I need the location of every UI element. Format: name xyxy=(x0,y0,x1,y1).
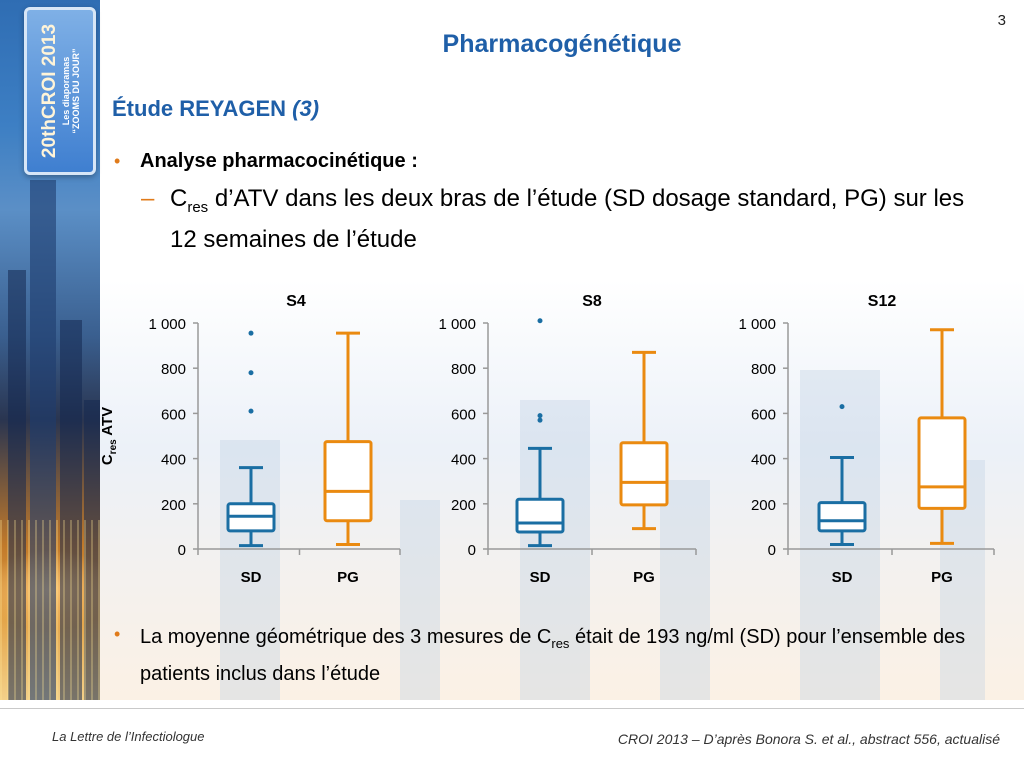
y-tick-label: 600 xyxy=(451,406,476,423)
outlier-point-sd xyxy=(248,408,254,414)
chart-title: S8 xyxy=(582,293,602,310)
y-tick-label: 400 xyxy=(751,452,776,469)
y-tick-label: 0 xyxy=(768,542,776,559)
chart-title: S12 xyxy=(868,293,897,310)
y-axis-label-rest: ATV xyxy=(99,407,116,440)
croi-2013-logo: 20thCROI 2013 Les diaporamas “ZOOMS DU J… xyxy=(24,7,96,175)
x-category-label: SD xyxy=(241,569,262,586)
y-axis-label: Cres ATV xyxy=(99,407,119,465)
sub-bullet-marker: – xyxy=(141,185,155,212)
x-category-label: SD xyxy=(832,569,853,586)
bullet2-rest: était de 193 ng/ml (SD) pour l’ensemble … xyxy=(140,626,966,685)
footer-citation: CROI 2013 – D’après Bonora S. et al., ab… xyxy=(617,731,1000,747)
x-category-label: PG xyxy=(931,569,953,586)
y-tick-label: 800 xyxy=(451,361,476,378)
y-tick-label: 800 xyxy=(751,361,776,378)
box-pg xyxy=(619,441,669,507)
section-title: Étude REYAGEN (3) xyxy=(112,96,319,122)
y-tick-label: 200 xyxy=(751,497,776,514)
y-tick-label: 600 xyxy=(161,406,186,423)
slide-title: Pharmacogénétique xyxy=(442,30,682,58)
cres-sub: res xyxy=(187,198,209,216)
box-sd xyxy=(515,497,565,534)
bullet-marker-2: • xyxy=(114,624,121,644)
box-pg xyxy=(323,440,373,523)
y-tick-label: 600 xyxy=(751,406,776,423)
outlier-point-sd xyxy=(537,413,543,419)
x-category-label: PG xyxy=(337,569,359,586)
bullet-moyenne: La moyenne géométrique des 3 mesures de … xyxy=(140,622,1000,689)
sub-bullet-text: d’ATV dans les deux bras de l’étude (SD … xyxy=(170,185,965,253)
chart-title: S4 xyxy=(286,293,306,310)
bullet2-pre: La moyenne géométrique des 3 mesures de … xyxy=(140,626,552,648)
sub-bullet-cres: Cres d’ATV dans les deux bras de l’étude… xyxy=(170,183,990,256)
outlier-point-sd xyxy=(537,417,543,423)
section-title-suffix: (3) xyxy=(292,96,320,121)
y-tick-label: 0 xyxy=(178,542,186,559)
slide-number: 3 xyxy=(997,12,1006,29)
y-tick-label: 1 000 xyxy=(438,316,476,333)
y-tick-label: 200 xyxy=(451,497,476,514)
x-category-label: SD xyxy=(530,569,551,586)
y-tick-label: 1 000 xyxy=(738,316,776,333)
outlier-point-sd xyxy=(248,330,254,336)
box-sd xyxy=(817,501,867,533)
y-tick-label: 1 000 xyxy=(148,316,186,333)
y-tick-label: 800 xyxy=(161,361,186,378)
section-title-text: Étude REYAGEN xyxy=(112,96,287,121)
footer-journal: La Lettre de l’Infectiologue xyxy=(52,729,205,744)
y-axis-label-c: C xyxy=(99,454,116,465)
box-pg xyxy=(917,416,967,510)
y-axis-label-sub: res xyxy=(108,439,119,454)
skyline-watermark xyxy=(100,280,1024,700)
bullet-marker: • xyxy=(114,151,121,171)
bullet2-sub: res xyxy=(551,636,570,651)
bullet-analyse: Analyse pharmacocinétique : xyxy=(140,150,418,172)
y-tick-label: 400 xyxy=(161,452,186,469)
outlier-point-sd xyxy=(537,318,543,324)
cres-c: C xyxy=(170,185,188,212)
x-category-label: PG xyxy=(633,569,655,586)
y-tick-label: 400 xyxy=(451,452,476,469)
y-tick-label: 200 xyxy=(161,497,186,514)
footer-divider xyxy=(0,708,1024,709)
outlier-point-sd xyxy=(248,370,254,376)
outlier-point-sd xyxy=(839,404,845,410)
y-tick-label: 0 xyxy=(468,542,476,559)
